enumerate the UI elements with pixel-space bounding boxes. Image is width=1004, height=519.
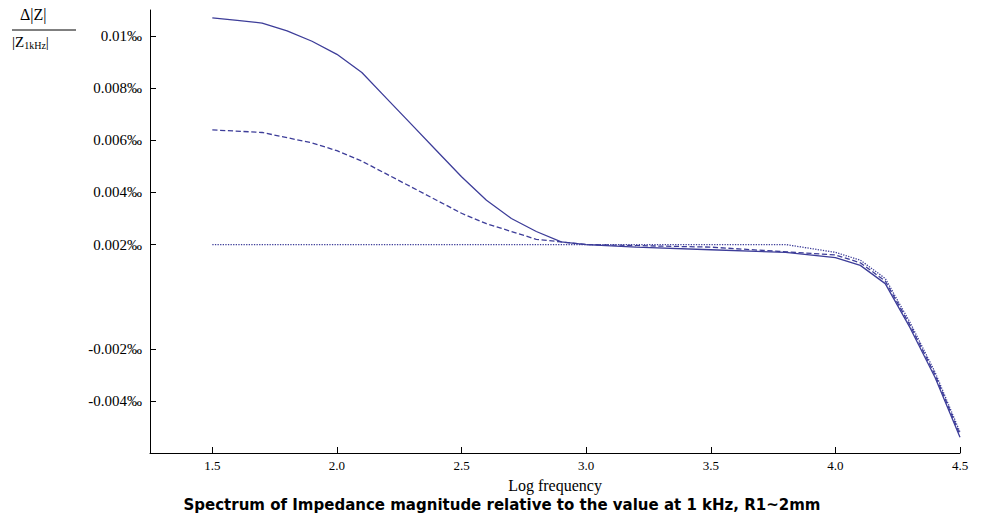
svg-text:4.5: 4.5 [952, 458, 968, 473]
svg-text:Spectrum of Impedance magnitud: Spectrum of Impedance magnitude relative… [184, 496, 821, 514]
svg-text:3.5: 3.5 [703, 458, 719, 473]
svg-text:1.5: 1.5 [204, 458, 220, 473]
svg-text:0.008‰: 0.008‰ [93, 80, 142, 96]
svg-text:0.002‰: 0.002‰ [93, 237, 142, 253]
svg-text:Log frequency: Log frequency [508, 477, 602, 495]
svg-text:0.01‰: 0.01‰ [101, 28, 142, 44]
svg-text:2.5: 2.5 [453, 458, 469, 473]
svg-text:-0.002‰: -0.002‰ [88, 341, 142, 357]
svg-text:4.0: 4.0 [827, 458, 843, 473]
svg-text:0.006‰: 0.006‰ [93, 132, 142, 148]
svg-text:1kHz: 1kHz [24, 40, 46, 51]
svg-text:Δ|Z|: Δ|Z| [20, 6, 46, 24]
svg-text:|: | [46, 34, 49, 50]
svg-text:2.0: 2.0 [329, 458, 345, 473]
svg-text:-0.004‰: -0.004‰ [88, 393, 142, 409]
svg-text:0.004‰: 0.004‰ [93, 184, 142, 200]
svg-text:3.0: 3.0 [578, 458, 594, 473]
svg-text:|Z: |Z [12, 34, 24, 50]
